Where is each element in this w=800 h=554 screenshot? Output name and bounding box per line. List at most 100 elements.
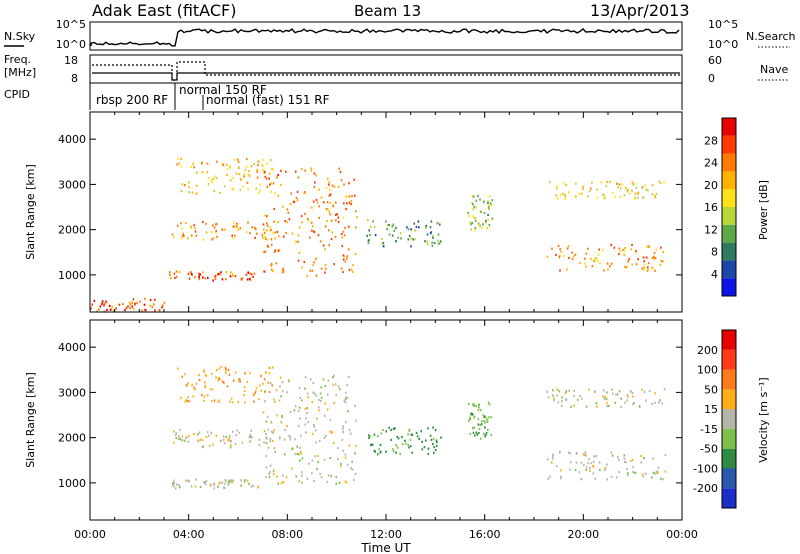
velocity-cell-1	[188, 434, 190, 438]
velocity-cell-0	[230, 479, 233, 482]
velocity-cell-3	[306, 407, 309, 410]
freq-left-tick-top: 18	[64, 54, 78, 67]
power-cell-3	[310, 221, 313, 224]
velocity-cell-3	[344, 456, 347, 459]
power-cell-2	[188, 181, 190, 184]
velocity-cell-4	[408, 446, 410, 449]
power-cell-3	[301, 266, 303, 269]
power-cell-5	[487, 200, 489, 203]
power-cell-4	[415, 225, 418, 228]
power-cell-3	[273, 250, 276, 253]
power-cell-3	[341, 236, 343, 239]
velocity-cell-3	[264, 390, 266, 393]
velocity-cell-2	[263, 378, 266, 381]
velocity-cell-3	[265, 420, 268, 423]
power-cell-8	[127, 305, 129, 308]
power-cell-2	[243, 172, 245, 176]
velocity-cell-3	[278, 399, 281, 402]
power-colorbar-swatch-0	[722, 278, 736, 296]
power-cell-3	[285, 170, 287, 173]
velocity-cell-6	[653, 471, 656, 474]
power-cell-3	[313, 172, 316, 175]
power-cell-0	[230, 271, 232, 274]
power-cell-4	[431, 241, 433, 244]
power-cell-3	[289, 203, 292, 206]
power-cell-7	[644, 184, 646, 187]
power-colorbar-swatch-1	[722, 260, 736, 279]
power-cell-1	[254, 236, 256, 239]
velocity-cell-1	[212, 443, 214, 446]
velocity-cell-6	[559, 451, 561, 454]
power-cell-3	[307, 217, 309, 220]
power-cell-6	[559, 269, 561, 272]
velocity-cell-3	[274, 450, 276, 453]
velocity-cell-3	[335, 482, 338, 485]
velocity-cell-3	[329, 419, 332, 422]
power-cell-2	[233, 158, 236, 161]
power-yaxis: 1000 2000 3000 4000	[58, 133, 682, 282]
velocity-cell-1	[263, 430, 266, 433]
power-cell-3	[342, 270, 344, 274]
velocity-cell-4	[434, 449, 437, 452]
velocity-cell-3	[305, 431, 307, 434]
power-cell-4	[391, 234, 394, 237]
power-cell-6	[599, 261, 601, 264]
power-cell-7	[582, 187, 584, 191]
velocity-cell-6	[589, 470, 591, 473]
power-cell-6	[635, 249, 637, 253]
velocity-cell-0	[252, 484, 254, 487]
velocity-cell-3	[279, 437, 281, 440]
power-cell-4	[425, 226, 427, 229]
power-cell-7	[651, 193, 654, 196]
power-cell-3	[329, 213, 332, 216]
velocity-cell-3	[320, 399, 322, 403]
noise-left-label: N.Sky	[4, 30, 36, 43]
velocity-cell-4	[401, 435, 403, 439]
power-cell-5	[473, 205, 476, 209]
velocity-cell-7	[602, 389, 605, 392]
power-cell-1	[205, 222, 207, 225]
power-cell-7	[605, 185, 608, 188]
velocity-cell-6	[575, 461, 578, 464]
power-cell-7	[596, 196, 599, 199]
power-cell-4	[410, 245, 412, 248]
velocity-xticks	[89, 320, 683, 520]
velocity-cell-0	[174, 487, 177, 490]
velocity-colorbar-tick-0: 200	[697, 344, 718, 357]
velocity-cell-2	[177, 367, 179, 370]
velocity-cell-6	[552, 453, 554, 456]
velocity-cell-3	[318, 439, 321, 443]
power-cell-8	[106, 308, 108, 312]
power-cell-4	[386, 227, 388, 231]
power-cell-6	[572, 255, 575, 258]
power-cell-5	[487, 213, 489, 216]
velocity-cell-2	[203, 395, 206, 398]
power-cell-3	[303, 192, 305, 195]
velocity-cell-6	[574, 468, 577, 472]
velocity-cell-7	[556, 388, 559, 391]
power-cell-0	[204, 277, 206, 280]
velocity-cell-4	[405, 442, 407, 445]
velocity-cell-3	[340, 462, 342, 466]
velocity-cell-3	[354, 452, 356, 455]
velocity-cell-2	[254, 390, 257, 393]
velocity-cell-7	[612, 392, 614, 395]
velocity-cell-6	[664, 453, 667, 457]
velocity-cell-1	[175, 432, 178, 435]
velocity-cell-3	[286, 391, 288, 394]
velocity-cell-3	[287, 379, 290, 382]
power-cell-4	[391, 225, 394, 228]
power-cell-4	[436, 222, 438, 225]
power-cell-1	[216, 235, 218, 238]
power-cell-6	[571, 251, 573, 254]
velocity-cell-6	[617, 456, 619, 459]
power-cell-8	[132, 298, 135, 301]
power-cell-8	[99, 305, 102, 308]
velocity-cell-6	[664, 470, 667, 473]
velocity-colorbar-frame	[721, 329, 737, 509]
power-cell-3	[342, 230, 345, 233]
power-cell-1	[262, 236, 264, 239]
velocity-cell-6	[623, 454, 626, 457]
velocity-cell-3	[347, 410, 349, 413]
power-cell-3	[309, 236, 311, 239]
